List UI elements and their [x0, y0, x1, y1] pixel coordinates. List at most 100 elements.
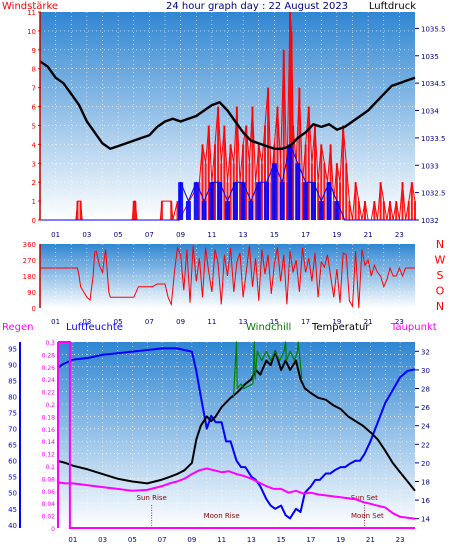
gust-bar: [267, 87, 270, 221]
gust-bar: [317, 182, 320, 220]
panel-temperature-humidity: Sun Rise Sun Set Moon Rise Moon Set 40 45 50 5…: [2, 322, 437, 544]
gust-bar: [235, 106, 238, 220]
gust-bar: [132, 201, 135, 220]
wind-tick-label: 4: [32, 141, 37, 149]
rain-tick-label: 0.04: [42, 501, 56, 508]
wind-bar: [217, 182, 223, 220]
wind-tick-label: 0: [32, 217, 36, 225]
gust-bar: [201, 144, 204, 220]
direction-tick-label: 180: [23, 273, 36, 281]
chart-title: 24 hour graph day : 22 August 2023: [166, 1, 348, 12]
x-tick-label: 21: [364, 231, 373, 239]
gust-bar: [373, 201, 376, 220]
wind-bar: [318, 201, 324, 220]
x-tick-label: 11: [207, 318, 216, 326]
rain-tick-label: 0.16: [42, 427, 56, 434]
gust-bar: [170, 201, 173, 220]
wind-bar: [256, 182, 262, 220]
wind-bar: [178, 182, 184, 220]
x-tick-label: 11: [217, 536, 226, 544]
gust-bar: [245, 125, 248, 220]
gust-bar: [198, 182, 201, 220]
gust-bar: [239, 182, 241, 220]
direction-tick-label: 270: [23, 257, 36, 265]
wind-tick-label: 10: [27, 28, 36, 36]
panel2-series: [40, 245, 415, 309]
x-tick-label: 21: [366, 536, 375, 544]
x-tick-label: 09: [176, 231, 185, 239]
wind-tick-label: 9: [32, 47, 36, 55]
panel3-grid: [58, 342, 415, 528]
x-tick-label: 23: [396, 536, 405, 544]
temperature-tick-label: 32: [421, 348, 430, 356]
wind-bar: [303, 182, 309, 220]
rain-tick-label: 0.28: [42, 352, 56, 359]
x-tick-label: 03: [82, 318, 91, 326]
compass-label: S: [437, 269, 444, 282]
gust-bar: [229, 144, 232, 220]
humidity-axis: 40 45 50 55 60 65 70 75 80 85 90 95: [8, 345, 17, 529]
temperature-tick-label: 16: [421, 497, 430, 505]
direction-tick-label: 360: [23, 241, 36, 249]
wind-bar: [287, 144, 293, 220]
x-tick-label: 15: [277, 536, 286, 544]
panel1-grid: [40, 12, 415, 220]
panel3-x-axis: 01 03 05 07 09 11 13 15 17 19 21 23: [68, 536, 404, 544]
gust-bar: [276, 106, 279, 220]
gust-bar: [79, 201, 82, 220]
wind-bar: [240, 182, 246, 220]
wind-bar: [185, 201, 191, 220]
humidity-tick-label: 55: [8, 474, 17, 482]
windchill-line: [232, 341, 303, 398]
compass-label: W: [435, 254, 446, 267]
gust-bar: [379, 182, 382, 220]
gust-bar: [323, 163, 326, 220]
x-tick-label: 03: [82, 231, 91, 239]
gust-bar: [320, 144, 323, 220]
humidity-tick-label: 90: [8, 361, 17, 369]
gust-bar: [251, 106, 254, 220]
temperature-axis: 14 16 18 20 22 24 26 28 30 32: [415, 348, 430, 524]
compass-label: O: [436, 285, 445, 298]
gust-bar: [290, 30, 293, 221]
wind-tick-label: 1: [32, 198, 36, 206]
gust-bar: [345, 163, 348, 220]
rain-tick-label: 0.26: [42, 365, 56, 372]
wind-bar: [271, 163, 277, 220]
direction-line: [40, 245, 415, 309]
gust-bar: [204, 163, 207, 220]
x-tick-label: 01: [51, 318, 60, 326]
humidity-line: [57, 347, 416, 520]
gust-bar: [270, 182, 273, 220]
wind-bar: [232, 182, 238, 220]
x-tick-label: 11: [207, 231, 216, 239]
x-tick-label: 05: [114, 231, 123, 239]
wind-tick-label: 6: [32, 104, 37, 112]
gust-bar: [289, 12, 291, 220]
panel2-left-axis: 0 90 180 270 360: [23, 241, 36, 313]
gust-bar: [134, 201, 137, 220]
wind-line: [40, 143, 415, 221]
humidity-tick-label: 80: [8, 394, 17, 402]
humidity-tick-label: 70: [8, 426, 17, 434]
rain-tick-label: 0.06: [42, 489, 56, 496]
x-tick-label: 05: [128, 536, 137, 544]
x-tick-label: 13: [239, 318, 248, 326]
gust-bar: [298, 87, 301, 221]
x-tick-label: 05: [114, 318, 123, 326]
x-tick-label: 23: [395, 318, 404, 326]
pressure-line: [39, 60, 416, 150]
gust-bar: [314, 125, 316, 220]
gust-bar: [335, 163, 338, 220]
humidity-tick-label: 85: [8, 377, 17, 385]
rain-tick-label: 0.1: [45, 464, 55, 471]
pressure-tick-label: 1034.5: [421, 80, 446, 88]
direction-tick-label: 90: [27, 289, 36, 297]
pressure-tick-label: 1032: [421, 217, 439, 225]
x-tick-label: 19: [336, 536, 345, 544]
pressure-right-label: Luftdruck: [369, 1, 416, 12]
rain-tick-label: 0.12: [42, 452, 56, 459]
